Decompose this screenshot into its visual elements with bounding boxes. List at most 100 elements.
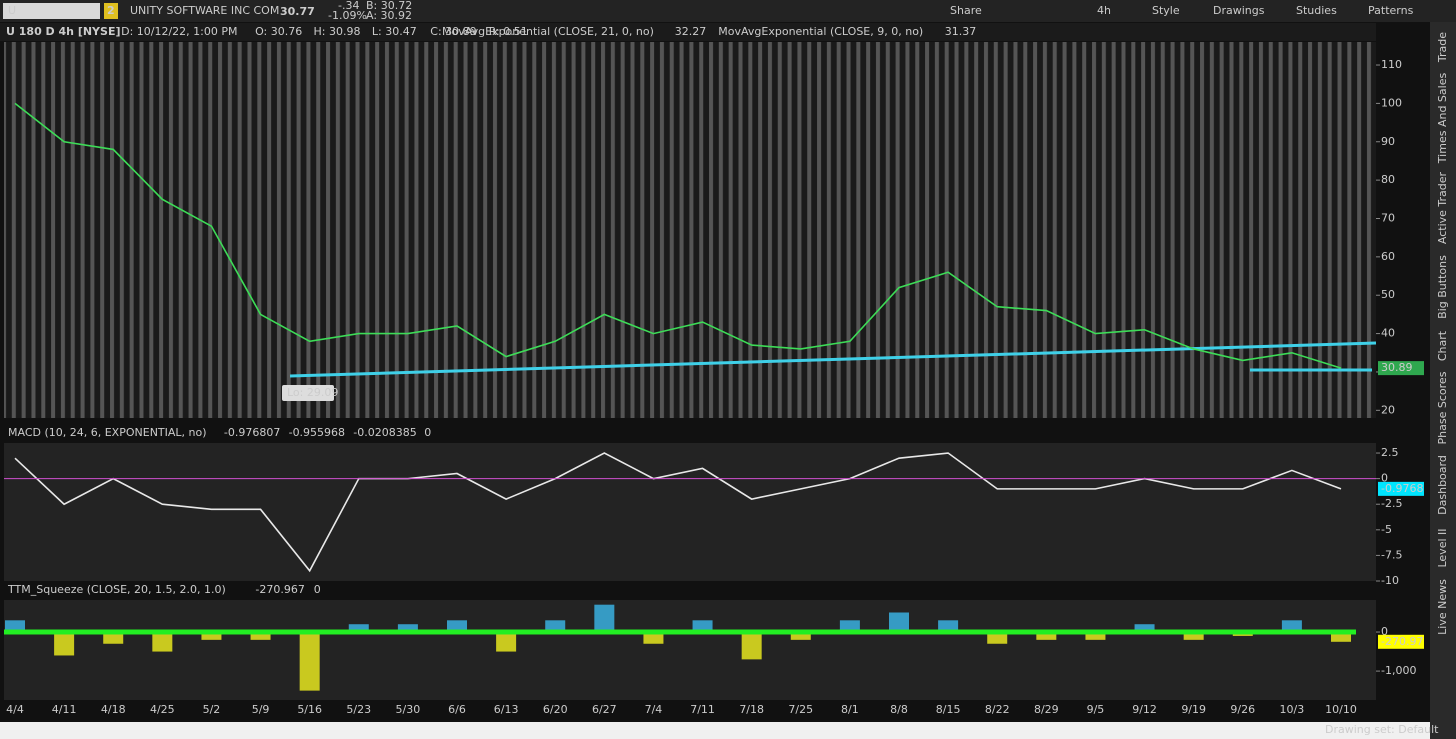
side-bar [1430, 22, 1456, 739]
status-bar [0, 722, 1430, 739]
y-tick-label: 90 [1381, 135, 1395, 148]
header-item: O: 30.76 [255, 25, 302, 38]
x-tick-label: 8/22 [985, 703, 1010, 716]
side-tab[interactable]: Dashboard [1436, 455, 1449, 515]
low-label: Lo: 29.09 [287, 386, 338, 399]
x-tick-label: 5/30 [396, 703, 421, 716]
histogram-bar [103, 632, 124, 644]
histogram-bar [643, 632, 664, 644]
last-badge [1378, 634, 1424, 649]
y-tick-label: 0 [1381, 472, 1388, 485]
study-value: 31.37 [945, 25, 977, 38]
histogram-bar [348, 624, 369, 633]
study-readout: 0 [424, 426, 431, 439]
x-tick-label: 9/5 [1087, 703, 1105, 716]
side-tab[interactable]: Chart [1436, 330, 1449, 361]
x-tick-label: 6/6 [448, 703, 466, 716]
header-bar [0, 23, 1376, 41]
side-tab[interactable]: Live News [1436, 579, 1449, 635]
toolbar-button[interactable]: Share [950, 4, 982, 17]
change-pct: -1.09% [328, 9, 367, 22]
side-tab[interactable]: Phase Scores [1436, 371, 1449, 444]
histogram-bar [397, 624, 418, 633]
header-item: U 180 D 4h [NYSE] [6, 25, 121, 38]
toolbar-button[interactable]: Patterns [1368, 4, 1414, 17]
x-tick-label: 8/8 [890, 703, 908, 716]
ask: A: 30.92 [366, 9, 412, 22]
histogram-bar [545, 620, 566, 633]
x-tick-label: 7/25 [788, 703, 813, 716]
x-tick-label: 6/20 [543, 703, 568, 716]
price-panel [4, 42, 1376, 418]
side-tab[interactable]: Active Trader [1436, 171, 1449, 244]
y-tick-label: 100 [1381, 96, 1402, 109]
side-tab[interactable]: Big Buttons [1436, 255, 1449, 319]
side-tab[interactable]: Trade [1436, 32, 1449, 63]
side-tab[interactable]: Level II [1436, 528, 1449, 567]
y-tick-label: -7.5 [1381, 548, 1402, 561]
study-readout: -270.967 [255, 583, 304, 596]
x-tick-label: 5/2 [203, 703, 221, 716]
x-tick-label: 8/15 [936, 703, 961, 716]
link: 2 [107, 4, 115, 17]
header-item: H: 30.98 [314, 25, 361, 38]
histogram-bar [1036, 632, 1057, 640]
histogram-bar [1281, 620, 1302, 633]
toolbar-button[interactable]: Studies [1296, 4, 1337, 17]
link-box[interactable] [104, 3, 118, 19]
last: 30.77 [280, 5, 315, 18]
x-tick-label: 10/3 [1280, 703, 1305, 716]
toolbar-button[interactable]: 4h [1097, 4, 1111, 17]
histogram-bar [5, 620, 25, 633]
last-label: -270.97 [1381, 635, 1423, 648]
header-item: L: 30.47 [372, 25, 417, 38]
symbol[interactable]: U [8, 4, 16, 17]
study-readout: -0.955968 [289, 426, 345, 439]
symbol-box[interactable] [3, 3, 100, 19]
y-tick-label: 20 [1381, 403, 1395, 416]
side-tab[interactable]: Times And Sales [1436, 73, 1449, 165]
series-line [14, 102, 1342, 369]
squeeze-panel [4, 600, 1376, 700]
x-tick-label: 7/18 [739, 703, 764, 716]
y-tick-label: 2.5 [1381, 446, 1399, 459]
histogram-bar [201, 632, 222, 640]
x-tick-label: 5/16 [297, 703, 322, 716]
histogram-bar [1331, 632, 1351, 642]
study-title: TTM_Squeeze (CLOSE, 20, 1.5, 2.0, 1.0) [7, 583, 226, 596]
study-value: 32.27 [675, 25, 707, 38]
x-tick-label: 5/9 [252, 703, 270, 716]
x-tick-label: 8/29 [1034, 703, 1059, 716]
study-title: MACD (10, 24, 6, EXPONENTIAL, no) [8, 426, 207, 439]
x-tick-label: 4/4 [6, 703, 24, 716]
x-tick-label: 4/25 [150, 703, 175, 716]
toolbar [0, 0, 1456, 22]
study-readout: -0.976807 [224, 426, 280, 439]
histogram-bar [496, 632, 517, 652]
histogram-bar [987, 632, 1008, 644]
x-tick-label: 5/23 [346, 703, 371, 716]
header-item: C: 30.89 [430, 25, 476, 38]
histogram-bar [1134, 624, 1155, 633]
histogram-bar [54, 632, 75, 656]
content: U 2 UNITY SOFTWARE INC COM 30.77 -.34-1.09%B… [4, 0, 1449, 736]
status: Drawing set: Default [1325, 723, 1439, 736]
last-label: -0.9768 [1381, 482, 1423, 495]
study-readout: 0 [314, 583, 321, 596]
last-label: 30.89 [1381, 361, 1413, 374]
histogram-bar [1085, 632, 1106, 640]
x-tick-label: 7/11 [690, 703, 715, 716]
histogram-bar [152, 632, 173, 652]
histogram-bar [1183, 632, 1204, 640]
y-tick-label: -5 [1381, 523, 1392, 536]
last-badge [1378, 361, 1424, 376]
toolbar-button[interactable]: Drawings [1213, 4, 1265, 17]
last-badge [1378, 481, 1424, 496]
x-tick-label: 4/11 [52, 703, 77, 716]
x-tick-label: 4/18 [101, 703, 126, 716]
y-tick-label: 80 [1381, 173, 1395, 186]
macd-panel [4, 443, 1376, 581]
y-tick-label: 50 [1381, 288, 1395, 301]
toolbar-button[interactable]: Style [1152, 4, 1180, 17]
study-readout: -0.0208385 [353, 426, 416, 439]
